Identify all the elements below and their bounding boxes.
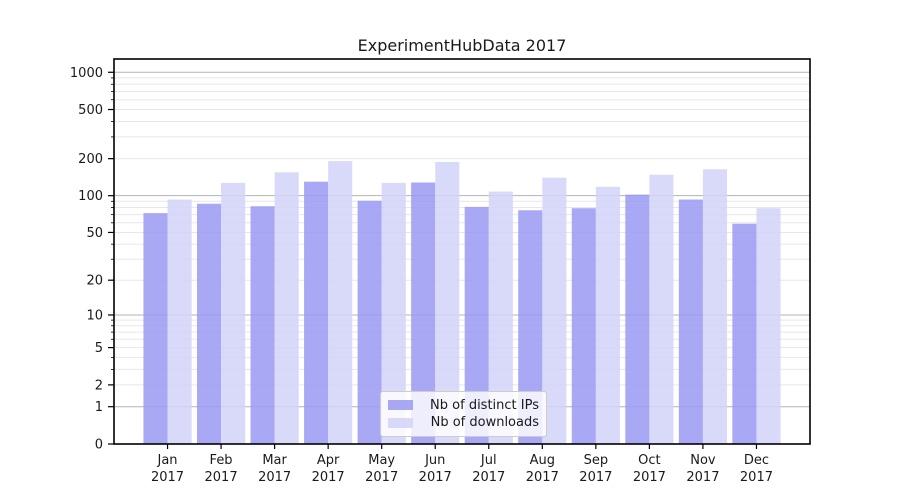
y-tick-label: 50 xyxy=(86,226,103,241)
bar-distinct-ips xyxy=(678,199,703,444)
y-tick-label: 1000 xyxy=(70,66,103,81)
x-tick-label-year: 2017 xyxy=(633,470,666,485)
y-tick-label: 500 xyxy=(78,103,103,118)
bar-downloads xyxy=(221,182,246,444)
y-tick-label: 10 xyxy=(86,308,103,323)
x-tick-label-month: Jun xyxy=(424,453,445,468)
legend-label-ips: Nb of distinct IPs xyxy=(430,397,539,413)
x-tick-label-month: Aug xyxy=(530,453,555,468)
x-tick-label-year: 2017 xyxy=(312,470,345,485)
bar-distinct-ips xyxy=(196,203,222,444)
legend: Nb of distinct IPs Nb of downloads xyxy=(380,391,547,437)
x-tick-label-month: Jan xyxy=(157,453,178,468)
legend-swatch-ips xyxy=(388,400,413,411)
bar-distinct-ips xyxy=(250,206,275,444)
legend-swatch-downloads xyxy=(388,417,413,428)
bar-downloads xyxy=(702,169,728,444)
x-tick-label-year: 2017 xyxy=(472,470,505,485)
bar-downloads xyxy=(756,208,781,444)
x-tick-label-month: Jul xyxy=(480,453,497,468)
legend-label-downloads: Nb of downloads xyxy=(430,415,539,431)
x-tick-label-year: 2017 xyxy=(526,470,559,485)
y-tick-label: 1 xyxy=(95,400,103,415)
x-tick-label-year: 2017 xyxy=(205,470,238,485)
y-tick-label: 2 xyxy=(95,378,103,393)
x-tick-label-year: 2017 xyxy=(686,470,719,485)
x-tick-label-month: Dec xyxy=(744,453,769,468)
bar-distinct-ips xyxy=(357,200,382,444)
legend-item-distinct-ips: Nb of distinct IPs xyxy=(388,398,539,413)
chart-title: ExperimentHubData 2017 xyxy=(357,36,567,55)
x-tick-label-year: 2017 xyxy=(579,470,612,485)
y-tick-label: 5 xyxy=(95,341,103,356)
bar-distinct-ips xyxy=(143,213,168,444)
y-tick-label: 100 xyxy=(78,189,103,204)
x-tick-label-month: Nov xyxy=(690,453,716,468)
x-tick-label-month: Apr xyxy=(317,453,340,468)
bar-distinct-ips xyxy=(732,223,757,444)
x-tick-label-year: 2017 xyxy=(740,470,773,485)
legend-item-downloads: Nb of downloads xyxy=(388,415,539,430)
x-tick-label-year: 2017 xyxy=(365,470,398,485)
x-tick-label-year: 2017 xyxy=(419,470,452,485)
x-tick-label-month: May xyxy=(368,453,395,468)
bar-downloads xyxy=(274,172,299,445)
y-tick-label: 0 xyxy=(95,438,103,453)
x-tick-label-year: 2017 xyxy=(258,470,291,485)
bar-downloads xyxy=(649,174,674,444)
bar-downloads xyxy=(167,199,192,444)
bar-distinct-ips xyxy=(304,181,329,444)
x-tick-label-month: Mar xyxy=(262,453,287,468)
bar-downloads xyxy=(595,186,620,444)
bar-distinct-ips xyxy=(625,194,650,444)
plot-frame xyxy=(113,58,811,445)
x-tick-label-month: Sep xyxy=(584,453,609,468)
bar-downloads xyxy=(328,161,353,444)
x-tick-label-month: Oct xyxy=(638,453,660,468)
y-tick-label: 200 xyxy=(78,152,103,167)
x-tick-label-year: 2017 xyxy=(151,470,184,485)
bar-distinct-ips xyxy=(571,208,596,444)
x-tick-label-month: Feb xyxy=(210,453,233,468)
y-tick-label: 20 xyxy=(86,274,103,289)
